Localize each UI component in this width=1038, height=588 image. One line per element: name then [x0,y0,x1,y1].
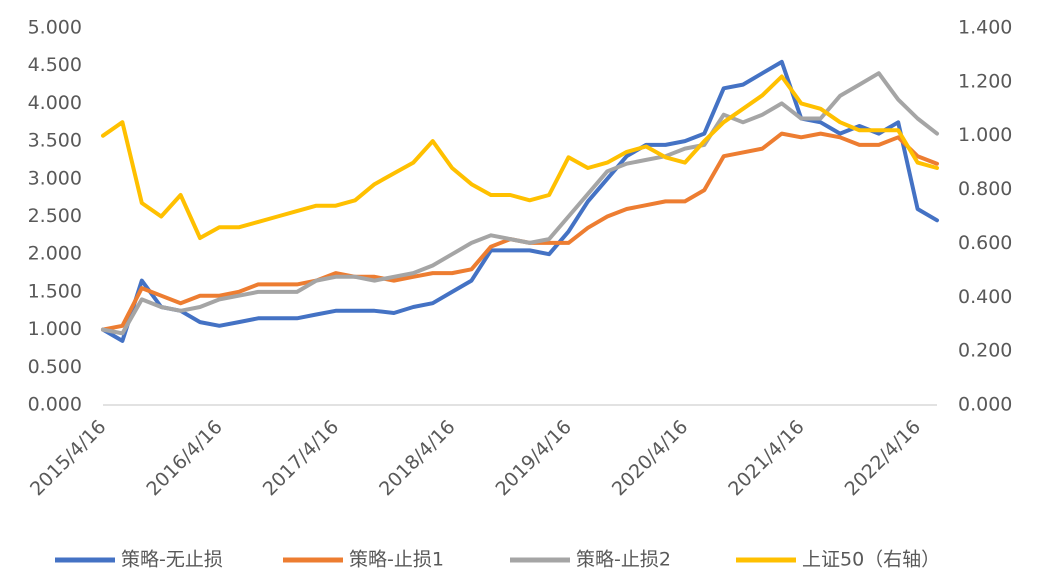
y-tick-label: 3.000 [28,167,82,189]
y-tick-label: 4.500 [28,54,82,76]
x-tick-label: 2016/4/16 [142,416,226,500]
legend-label: 上证50（右轴） [802,549,940,571]
y-tick-label: 5.000 [28,17,82,39]
series-line [101,131,939,332]
y2-tick-label: 0.000 [958,394,1012,416]
x-tick-label: 2017/4/16 [259,416,343,500]
series-line [101,59,939,343]
y-tick-label: 4.000 [28,92,82,114]
x-tick-label: 2018/4/16 [375,416,459,500]
y2-tick-label: 1.200 [958,70,1012,92]
x-tick-label: 2019/4/16 [491,416,575,500]
series-line [101,74,939,240]
y-tick-label: 0.500 [28,356,82,378]
y-tick-label: 0.000 [28,394,82,416]
x-tick-label: 2022/4/16 [841,416,925,500]
y2-tick-label: 0.800 [958,178,1012,200]
y2-tick-label: 0.400 [958,286,1012,308]
y2-tick-label: 0.200 [958,340,1012,362]
x-tick-label: 2020/4/16 [608,416,692,500]
series-line [101,71,939,336]
legend-label: 策略-无止损 [121,549,223,571]
y-tick-label: 1.000 [28,318,82,340]
y-tick-label: 2.500 [28,205,82,227]
y2-tick-label: 1.000 [958,124,1012,146]
y-tick-label: 3.500 [28,130,82,152]
x-tick-label: 2021/4/16 [724,416,808,500]
y-tick-label: 1.500 [28,280,82,302]
y2-tick-label: 1.400 [958,17,1012,39]
y-tick-label: 2.000 [28,243,82,265]
legend-label: 策略-止损2 [576,549,671,571]
y2-tick-label: 0.600 [958,232,1012,254]
legend-label: 策略-止损1 [349,549,444,571]
x-tick-label: 2015/4/16 [26,416,110,500]
